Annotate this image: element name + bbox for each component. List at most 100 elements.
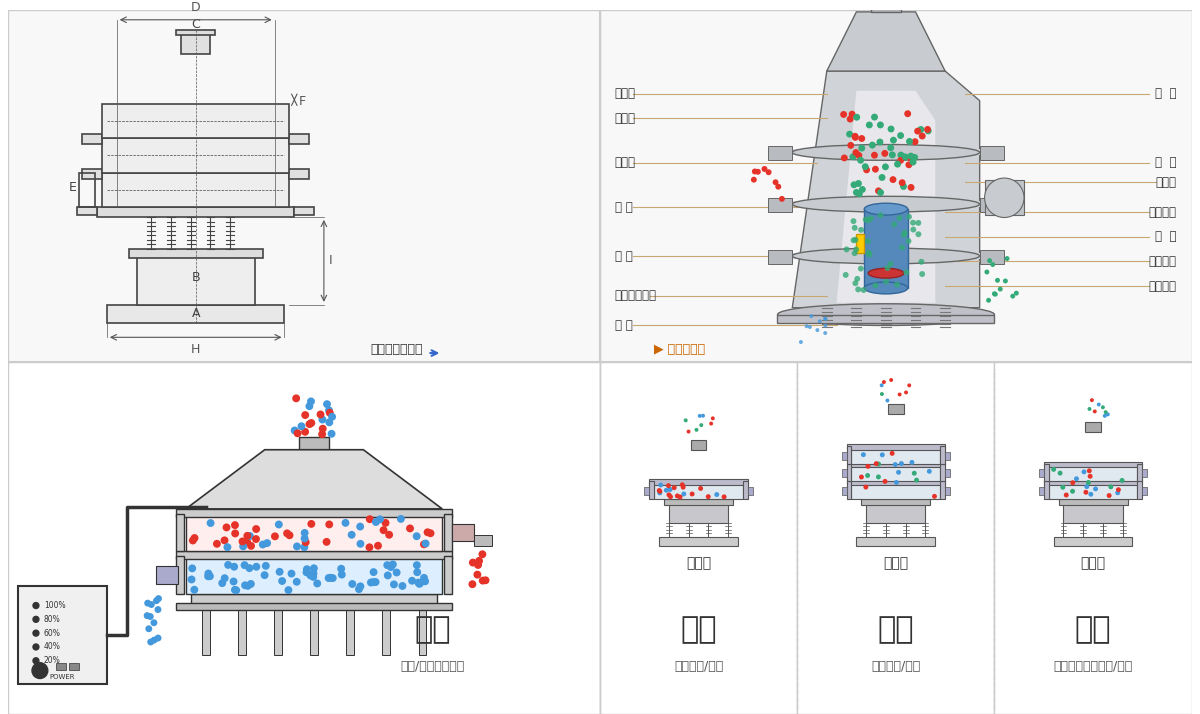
Text: 筛  盘: 筛 盘	[1156, 230, 1177, 243]
Circle shape	[816, 328, 820, 332]
Bar	[1044, 479, 1142, 486]
Circle shape	[1081, 469, 1086, 474]
Circle shape	[852, 281, 858, 286]
Circle shape	[906, 161, 912, 169]
Bar	[176, 509, 452, 517]
Bar	[13, 15, 595, 357]
Text: 双层式: 双层式	[1080, 556, 1105, 570]
Circle shape	[890, 136, 896, 144]
Bar	[946, 487, 950, 495]
Circle shape	[809, 314, 814, 318]
Circle shape	[247, 580, 254, 588]
Circle shape	[317, 411, 324, 418]
Circle shape	[918, 258, 924, 265]
Circle shape	[893, 462, 898, 467]
Bar	[852, 446, 941, 463]
Circle shape	[284, 586, 293, 594]
Circle shape	[252, 563, 260, 570]
Text: 超声波: 超声波	[229, 592, 245, 603]
Ellipse shape	[864, 282, 907, 294]
Text: 去除异物/结块: 去除异物/结块	[871, 660, 920, 673]
Circle shape	[823, 317, 828, 321]
Circle shape	[916, 220, 922, 226]
Bar	[857, 233, 864, 253]
Circle shape	[239, 543, 247, 550]
Circle shape	[356, 523, 364, 531]
Text: POWER: POWER	[50, 673, 76, 680]
Circle shape	[383, 561, 391, 569]
Circle shape	[232, 521, 239, 529]
Circle shape	[413, 532, 421, 540]
Circle shape	[286, 531, 294, 539]
Text: 超声波: 超声波	[535, 421, 551, 431]
Circle shape	[882, 479, 888, 484]
Circle shape	[263, 539, 271, 547]
Circle shape	[984, 270, 989, 274]
Bar	[289, 134, 310, 144]
Bar	[238, 605, 246, 655]
Circle shape	[853, 189, 860, 196]
Bar	[1063, 501, 1123, 523]
Circle shape	[246, 532, 253, 540]
Circle shape	[328, 413, 336, 421]
Circle shape	[852, 133, 858, 140]
Circle shape	[914, 128, 922, 134]
Circle shape	[271, 533, 278, 540]
Text: 超声波: 超声波	[139, 461, 156, 473]
Circle shape	[865, 250, 871, 256]
Text: 超声波: 超声波	[498, 697, 514, 708]
Circle shape	[145, 625, 152, 632]
Circle shape	[325, 418, 334, 426]
Bar	[1085, 422, 1100, 432]
Circle shape	[752, 169, 757, 174]
Circle shape	[424, 528, 432, 536]
Circle shape	[384, 571, 391, 579]
Circle shape	[151, 637, 157, 643]
Bar	[768, 250, 792, 264]
Circle shape	[1063, 493, 1069, 498]
Circle shape	[883, 278, 889, 285]
Circle shape	[241, 581, 250, 589]
Circle shape	[899, 244, 905, 251]
Circle shape	[680, 485, 685, 490]
Circle shape	[888, 126, 894, 133]
Circle shape	[877, 212, 883, 218]
Circle shape	[889, 176, 896, 183]
Circle shape	[239, 538, 246, 545]
Circle shape	[899, 179, 906, 186]
Circle shape	[302, 565, 311, 573]
Circle shape	[889, 451, 895, 456]
Circle shape	[150, 619, 157, 626]
Circle shape	[876, 461, 881, 466]
Circle shape	[700, 423, 703, 427]
Circle shape	[678, 495, 683, 500]
Circle shape	[218, 579, 226, 587]
Circle shape	[919, 133, 925, 139]
Circle shape	[310, 564, 318, 572]
Text: E: E	[68, 181, 77, 194]
Bar	[797, 362, 995, 714]
Text: 超声波: 超声波	[113, 497, 128, 507]
Circle shape	[858, 266, 864, 271]
Circle shape	[856, 190, 863, 197]
Circle shape	[886, 398, 889, 403]
Circle shape	[329, 574, 337, 582]
Circle shape	[805, 324, 809, 328]
Circle shape	[398, 582, 407, 590]
Circle shape	[1088, 492, 1093, 497]
Circle shape	[910, 220, 916, 226]
Circle shape	[850, 154, 857, 160]
Circle shape	[847, 142, 854, 149]
Text: 超声波: 超声波	[278, 401, 294, 411]
Text: 超声波: 超声波	[424, 613, 438, 623]
Circle shape	[294, 429, 301, 437]
Bar	[1054, 536, 1133, 546]
Circle shape	[325, 521, 334, 528]
Circle shape	[415, 580, 424, 588]
Circle shape	[659, 483, 664, 488]
Bar	[176, 551, 452, 559]
Circle shape	[901, 154, 908, 161]
Ellipse shape	[864, 203, 907, 215]
Bar	[792, 253, 979, 259]
Circle shape	[1090, 398, 1094, 402]
